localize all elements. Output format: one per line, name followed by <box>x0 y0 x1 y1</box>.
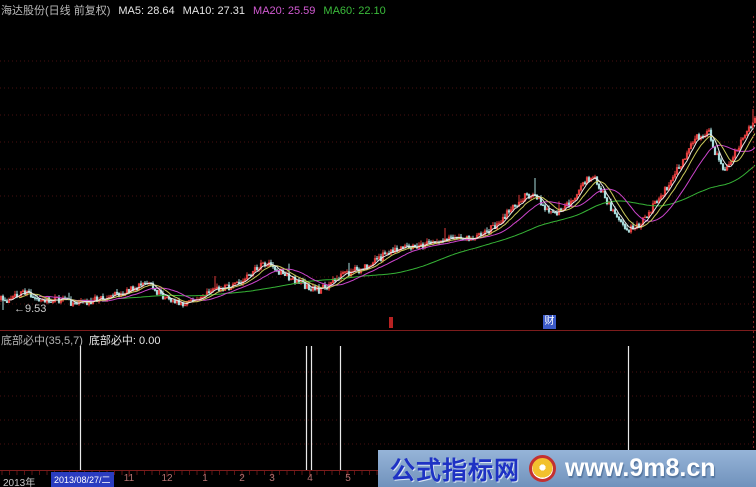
axis-month-label: 3 <box>269 473 275 484</box>
ma10-legend: MA10: 27.31 <box>182 5 246 17</box>
event-marker-red-icon[interactable] <box>389 317 393 328</box>
axis-month-label: 1 <box>202 473 208 484</box>
indicator-name-params: 底部必中(35,5,7) <box>1 335 83 347</box>
watermark-site-name: 公式指标网 <box>390 456 521 485</box>
indicator-label: 底部必中(35,5,7) 底部必中: 0.00 <box>1 332 160 348</box>
axis-month-label: 2 <box>239 473 245 484</box>
axis-month-label: 12 <box>161 473 173 484</box>
chart-title-bar: 海达股份(日线 前复权) MA5: 28.64 MA10: 27.31 MA20: 2… <box>1 2 394 18</box>
stock-title: 海达股份(日线 前复权) <box>1 5 111 17</box>
ma20-legend: MA20: 25.59 <box>253 5 316 17</box>
axis-year-label: 2013年 <box>3 478 36 487</box>
watermark-site-url: www.9m8.cn <box>565 454 716 482</box>
ma5-legend: MA5: 28.64 <box>118 5 175 17</box>
axis-month-label: 11 <box>123 473 135 484</box>
event-marker-cai-icon[interactable]: 财 <box>543 315 556 329</box>
indicator-value: 底部必中: 0.00 <box>88 335 161 347</box>
ma60-legend: MA60: 22.10 <box>323 5 386 17</box>
watermark-bar: 公式指标网 www.9m8.cn <box>378 450 756 487</box>
price-low-marker: ←9.53 <box>14 303 47 315</box>
axis-month-label: 4 <box>307 473 313 484</box>
site-logo-icon <box>529 455 557 482</box>
axis-selected-date[interactable]: 2013/08/27/二 <box>51 472 114 487</box>
axis-month-label: 5 <box>345 473 351 484</box>
